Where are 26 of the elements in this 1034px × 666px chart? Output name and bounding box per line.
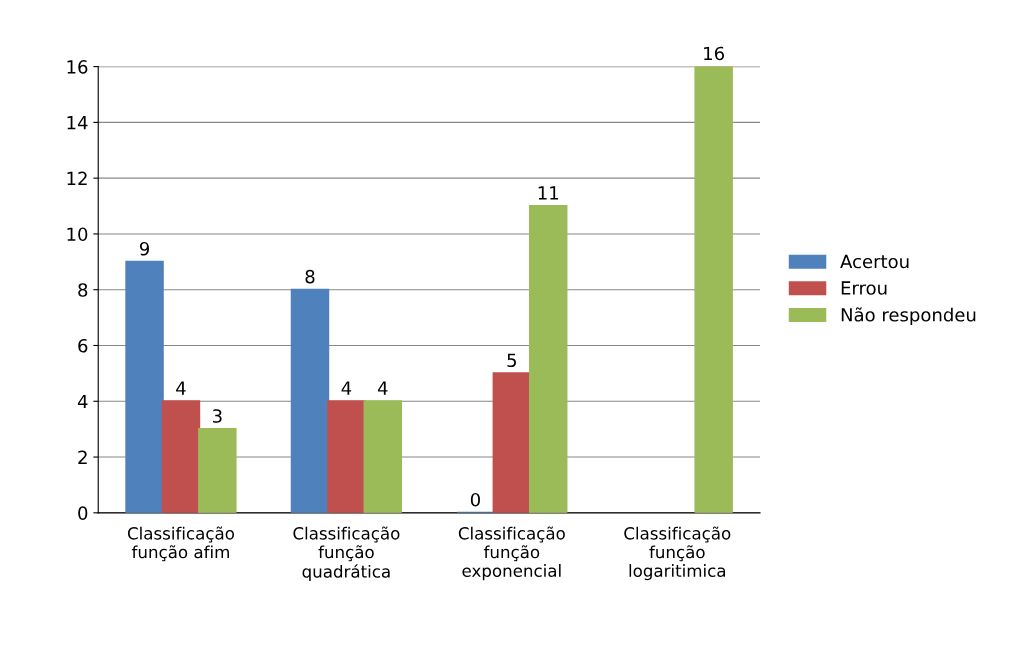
legend-label: Errou [841, 281, 887, 295]
y-tick-label: 6 [78, 338, 88, 353]
data-label: 16 [704, 46, 725, 61]
data-label: 5 [507, 353, 516, 368]
x-tick-label: Classificação função quadrática [293, 526, 400, 582]
y-tick-label: 16 [67, 60, 88, 74]
x-tick-label: Classificação função logaritimica [624, 526, 731, 581]
x-tick-label: Classificação função exponencial [458, 526, 565, 581]
data-label: 0 [470, 492, 480, 507]
legend-label: Não respondeu [841, 307, 976, 326]
data-label: 4 [341, 381, 352, 395]
data-label: 9 [139, 241, 150, 256]
data-label: 3 [212, 409, 222, 423]
data-label: 11 [538, 186, 559, 200]
y-tick-label: 2 [78, 450, 87, 464]
y-tick-label: 14 [67, 116, 88, 130]
y-tick-label: 4 [77, 394, 88, 409]
y-tick-label: 12 [67, 171, 87, 186]
y-tick-label: 0 [78, 506, 88, 520]
legend-label: Acertou [840, 254, 909, 269]
data-label: 4 [377, 381, 388, 395]
x-tick-label: Classificação função afim [127, 526, 234, 562]
y-tick-label: 10 [67, 227, 88, 242]
data-label: 8 [305, 269, 315, 284]
data-label: 4 [176, 381, 186, 395]
y-tick-label: 8 [78, 283, 88, 297]
